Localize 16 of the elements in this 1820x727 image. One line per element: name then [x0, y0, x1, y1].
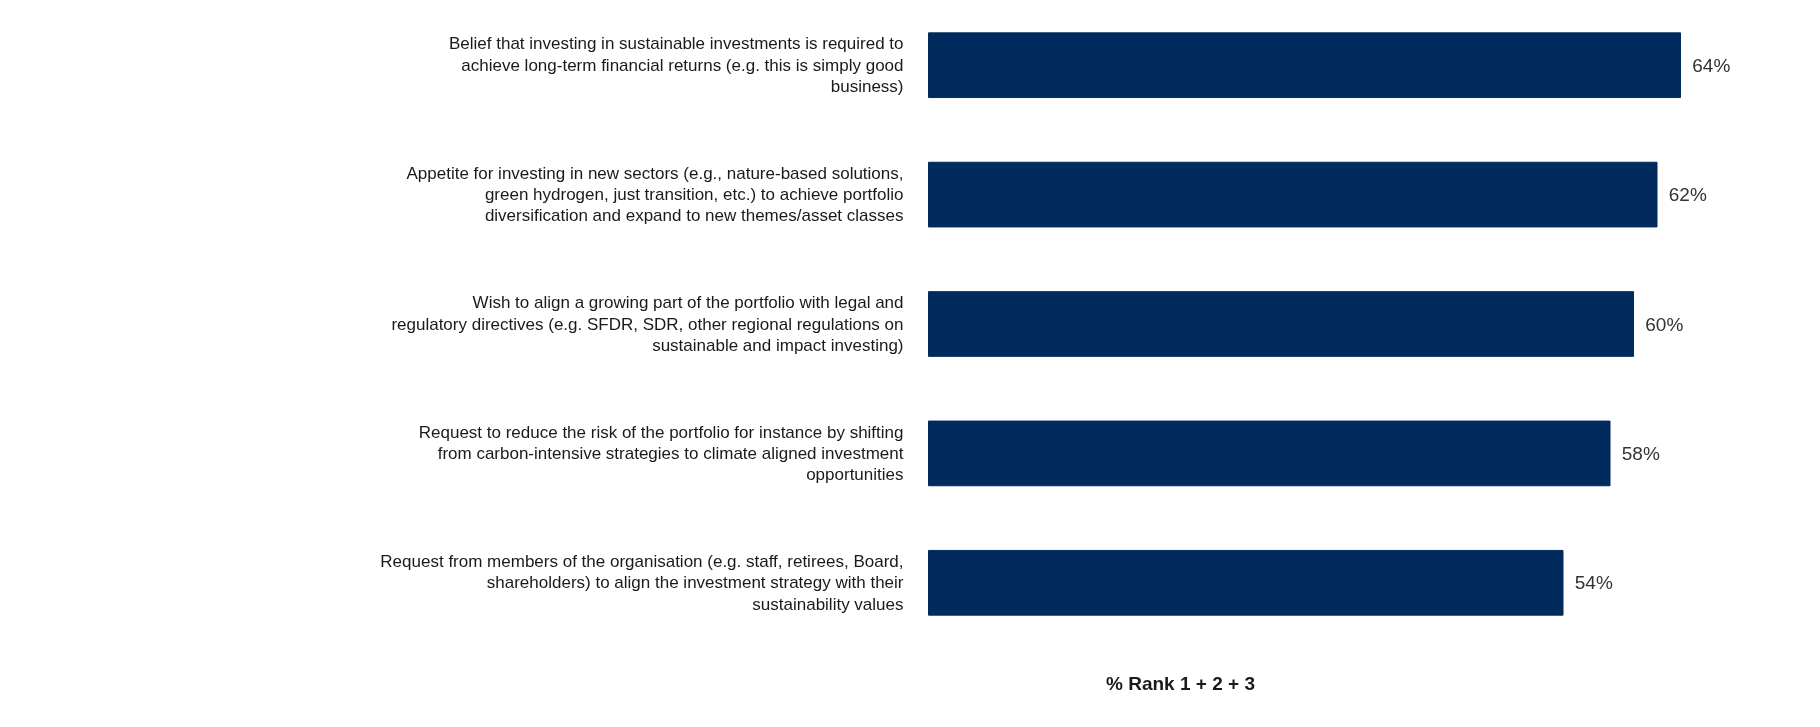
bar — [928, 32, 1681, 99]
data-label: 54% — [1574, 572, 1613, 594]
y-tick-label: Request to reduce the risk of the portfolio for instance by shifting from carbon-intensive strategies to climate aligned investment opportunities — [418, 422, 904, 485]
y-tick-label: Belief that investing in sustainable investments is required to achieve long-term financial returns (e.g. this is simply good business) — [448, 34, 904, 96]
bar — [928, 291, 1634, 357]
data-label: 64% — [1692, 54, 1731, 76]
bar — [928, 420, 1611, 487]
bar — [928, 161, 1658, 228]
y-tick-label: Appetite for investing in new sectors (e.g., nature-based solutions, green hydrogen, just transition, etc.) to achieve portfolio diversification and expand to new themes/asset classes — [406, 163, 904, 226]
data-label: 60% — [1645, 313, 1684, 335]
x-axis-title: % Rank 1 + 2 + 3 — [1106, 673, 1255, 694]
data-label: 62% — [1668, 184, 1707, 206]
y-tick-label: Wish to align a growing part of the portfolio with legal and regulatory directives (e.g. SFDR, SDR, other regional regulations on sustainable and impact investing) — [391, 293, 904, 355]
bar — [928, 549, 1564, 616]
data-label: 58% — [1621, 442, 1660, 464]
y-tick-label: Request from members of the organisation (e.g. staff, retirees, Board, shareholders) to align the investment strategy with their sustainability values — [380, 552, 904, 614]
